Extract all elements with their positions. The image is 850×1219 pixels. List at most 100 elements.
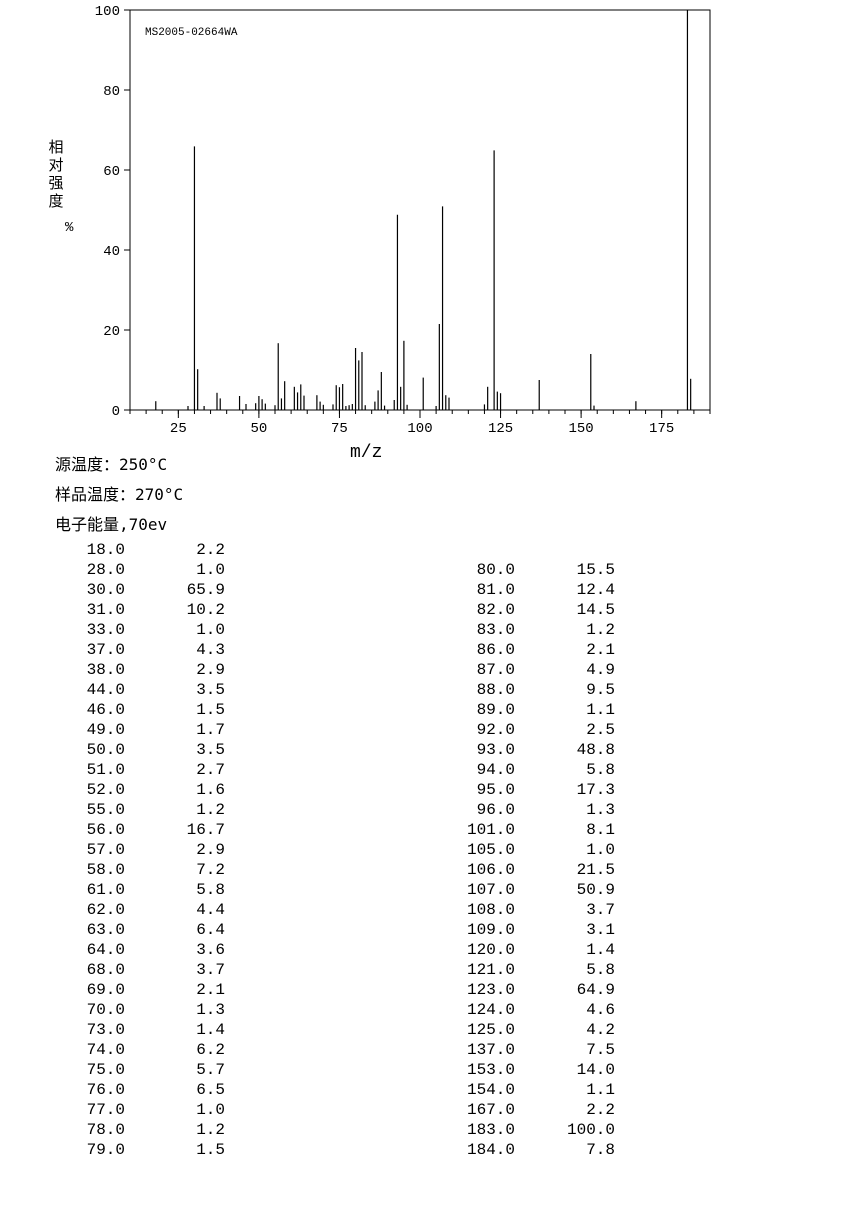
intensity-value: 4.9 — [545, 660, 615, 680]
intensity-value: 100.0 — [545, 1120, 615, 1140]
table-row: 38.02.9 — [55, 660, 225, 680]
intensity-value: 3.7 — [155, 960, 225, 980]
mz-value: 70.0 — [55, 1000, 155, 1020]
table-row: 61.05.8 — [55, 880, 225, 900]
table-row: 33.01.0 — [55, 620, 225, 640]
table-row: 86.02.1 — [445, 640, 615, 660]
table-row: 30.065.9 — [55, 580, 225, 600]
table-row: 46.01.5 — [55, 700, 225, 720]
svg-text:125: 125 — [488, 421, 513, 437]
mz-value: 37.0 — [55, 640, 155, 660]
table-row: 167.02.2 — [445, 1100, 615, 1120]
mz-value: 154.0 — [445, 1080, 545, 1100]
intensity-value: 5.8 — [155, 880, 225, 900]
svg-text:60: 60 — [103, 164, 120, 180]
table-row: 74.06.2 — [55, 1040, 225, 1060]
svg-text:0: 0 — [112, 404, 120, 420]
mz-value: 30.0 — [55, 580, 155, 600]
mz-value: 167.0 — [445, 1100, 545, 1120]
mz-value: 31.0 — [55, 600, 155, 620]
svg-text:40: 40 — [103, 244, 120, 260]
intensity-value: 1.4 — [545, 940, 615, 960]
table-row: 52.01.6 — [55, 780, 225, 800]
mz-value: 69.0 — [55, 980, 155, 1000]
table-row: 37.04.3 — [55, 640, 225, 660]
table-row: 94.05.8 — [445, 760, 615, 780]
intensity-value: 2.1 — [155, 980, 225, 1000]
table-row: 82.014.5 — [445, 600, 615, 620]
table-row: 95.017.3 — [445, 780, 615, 800]
mz-value: 38.0 — [55, 660, 155, 680]
info-block: 源温度：250°C 样品温度：270°C 电子能量,70ev — [55, 450, 183, 540]
table-row: 93.048.8 — [445, 740, 615, 760]
intensity-value: 8.1 — [545, 820, 615, 840]
intensity-value: 1.0 — [155, 560, 225, 580]
intensity-value: 10.2 — [155, 600, 225, 620]
mz-value: 74.0 — [55, 1040, 155, 1060]
table-row: 58.07.2 — [55, 860, 225, 880]
intensity-value: 5.7 — [155, 1060, 225, 1080]
mz-value: 137.0 — [445, 1040, 545, 1060]
intensity-value: 2.9 — [155, 840, 225, 860]
mz-value: 73.0 — [55, 1020, 155, 1040]
intensity-value: 65.9 — [155, 580, 225, 600]
table-row: 51.02.7 — [55, 760, 225, 780]
intensity-value: 1.6 — [155, 780, 225, 800]
mz-value: 89.0 — [445, 700, 545, 720]
mz-value: 63.0 — [55, 920, 155, 940]
intensity-value: 1.7 — [155, 720, 225, 740]
intensity-value: 2.5 — [545, 720, 615, 740]
table-row: 109.03.1 — [445, 920, 615, 940]
mz-value: 96.0 — [445, 800, 545, 820]
intensity-value: 64.9 — [545, 980, 615, 1000]
intensity-value: 12.4 — [545, 580, 615, 600]
table-row: 107.050.9 — [445, 880, 615, 900]
table-row: 68.03.7 — [55, 960, 225, 980]
mz-value: 125.0 — [445, 1020, 545, 1040]
mz-value: 56.0 — [55, 820, 155, 840]
table-row: 73.01.4 — [55, 1020, 225, 1040]
table-row: 55.01.2 — [55, 800, 225, 820]
intensity-value: 3.5 — [155, 680, 225, 700]
intensity-value: 16.7 — [155, 820, 225, 840]
x-axis-label: m/z — [350, 443, 382, 463]
table-row: 80.015.5 — [445, 560, 615, 580]
table-row: 92.02.5 — [445, 720, 615, 740]
svg-text:50: 50 — [250, 421, 267, 437]
table-row: 70.01.3 — [55, 1000, 225, 1020]
mz-value: 57.0 — [55, 840, 155, 860]
svg-text:20: 20 — [103, 324, 120, 340]
intensity-value: 2.1 — [545, 640, 615, 660]
table-row: 88.09.5 — [445, 680, 615, 700]
mz-value: 183.0 — [445, 1120, 545, 1140]
intensity-value: 1.4 — [155, 1020, 225, 1040]
table-row: 125.04.2 — [445, 1020, 615, 1040]
table-row: 184.07.8 — [445, 1140, 615, 1160]
mz-value: 68.0 — [55, 960, 155, 980]
intensity-value: 6.2 — [155, 1040, 225, 1060]
table-row: 83.01.2 — [445, 620, 615, 640]
svg-text:150: 150 — [569, 421, 594, 437]
intensity-value: 7.2 — [155, 860, 225, 880]
svg-text:100: 100 — [407, 421, 432, 437]
mz-value: 50.0 — [55, 740, 155, 760]
intensity-value: 5.8 — [545, 760, 615, 780]
intensity-value: 4.3 — [155, 640, 225, 660]
mz-value: 28.0 — [55, 560, 155, 580]
mz-value: 120.0 — [445, 940, 545, 960]
table-row: 105.01.0 — [445, 840, 615, 860]
table-row: 87.04.9 — [445, 660, 615, 680]
table-row: 183.0100.0 — [445, 1120, 615, 1140]
mz-value: 58.0 — [55, 860, 155, 880]
table-row: 79.01.5 — [55, 1140, 225, 1160]
intensity-value: 1.2 — [155, 1120, 225, 1140]
mz-value: 55.0 — [55, 800, 155, 820]
mz-value: 46.0 — [55, 700, 155, 720]
electron-energy-label: 电子能量,70ev — [55, 510, 183, 540]
intensity-value: 17.3 — [545, 780, 615, 800]
table-row: 64.03.6 — [55, 940, 225, 960]
table-row: 108.03.7 — [445, 900, 615, 920]
intensity-value: 1.5 — [155, 700, 225, 720]
mz-value: 124.0 — [445, 1000, 545, 1020]
svg-text:80: 80 — [103, 84, 120, 100]
